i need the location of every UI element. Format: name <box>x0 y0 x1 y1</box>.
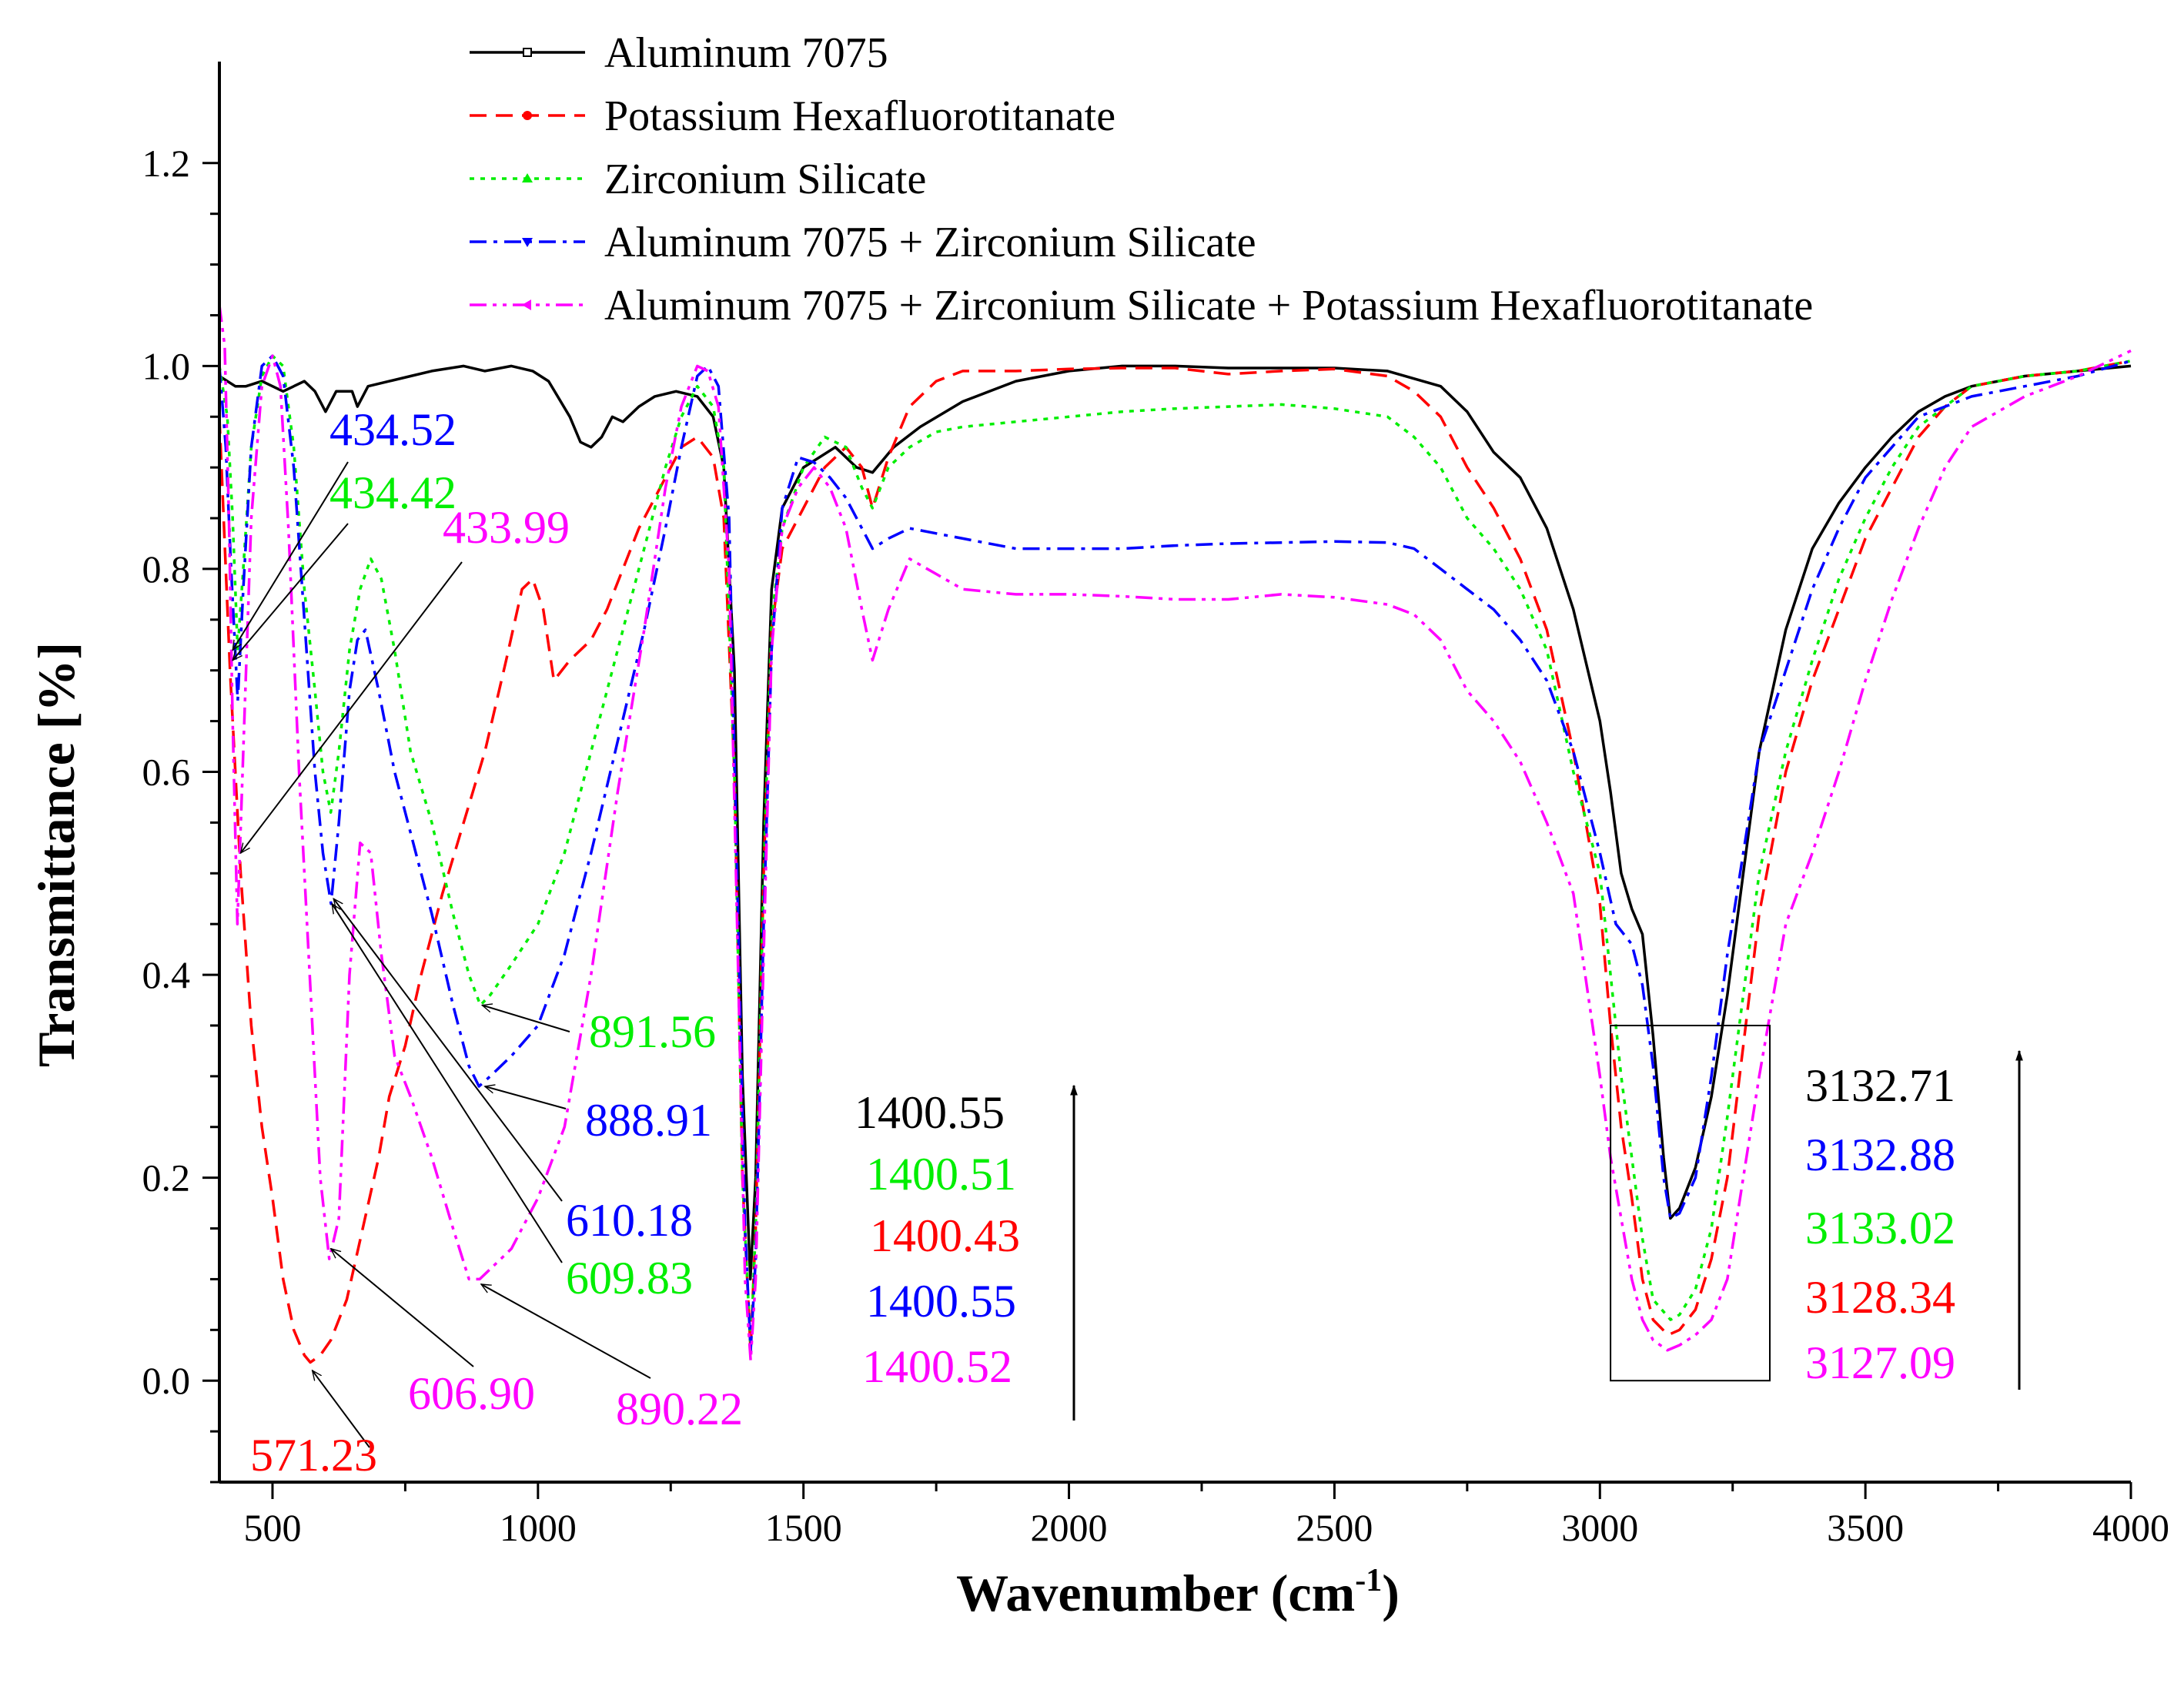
legend-marker <box>522 300 531 310</box>
y-axis-title: Transmittance [%] <box>27 642 85 1067</box>
peak-annotation-label: 571.23 <box>250 1430 377 1481</box>
legend-label: Aluminum 7075 + Zirconium Silicate + Pot… <box>604 282 1813 330</box>
series-group <box>218 305 2132 1364</box>
peak-annotation-label: 606.90 <box>408 1368 535 1419</box>
legend-marker <box>522 238 533 247</box>
axes-group: Wavenumber (cm-1) Transmittance [%] 500 1… <box>27 62 2169 1622</box>
peak-annotation-arrow <box>481 1283 651 1379</box>
peak-group-3130-label: 3132.88 <box>1805 1129 1955 1180</box>
peak-annotation-label: 610.18 <box>566 1195 693 1246</box>
legend-label: Zirconium Silicate <box>604 156 926 203</box>
peak-annotation-arrow <box>241 561 463 853</box>
peak-annotation-arrow <box>232 461 349 650</box>
peak-annotation-arrow <box>331 1249 474 1367</box>
y-tick-label: 0.0 <box>142 1359 191 1402</box>
y-tick-label: 0.2 <box>142 1156 191 1200</box>
legend-marker <box>523 111 532 120</box>
x-axis-title: Wavenumber (cm-1) <box>956 1563 1400 1622</box>
legend-label: Aluminum 7075 + Zirconium Silicate <box>604 219 1256 266</box>
peak-group-1400-label: 1400.55 <box>866 1276 1016 1327</box>
legend-marker <box>522 173 533 182</box>
peak-group-3130-label: 3127.09 <box>1805 1337 1955 1388</box>
series-line-5 <box>218 305 2132 1362</box>
peak-annotation-label: 434.42 <box>329 467 457 518</box>
peak-group-1400-label: 1400.52 <box>862 1341 1012 1392</box>
y-tick-label: 1.0 <box>142 344 191 387</box>
x-tick-label: 3500 <box>1827 1506 1904 1549</box>
legend-label: Aluminum 7075 <box>604 29 888 77</box>
peak-annotation-label: 609.83 <box>566 1253 693 1303</box>
y-tick-label: 1.2 <box>142 142 191 185</box>
peak-zoom-box <box>1610 1024 1771 1382</box>
series-line-1 <box>219 364 2132 1281</box>
x-tick-label: 4000 <box>2092 1506 2169 1549</box>
y-tick-label: 0.6 <box>142 751 191 794</box>
x-tick-label: 1000 <box>500 1506 577 1549</box>
peak-annotation-arrow <box>485 1086 567 1109</box>
x-tick-label: 3000 <box>1561 1506 1638 1549</box>
peak-group-1400-label: 1400.55 <box>855 1087 1005 1138</box>
y-tick-label: 0.8 <box>142 547 191 591</box>
peak-annotation-label: 434.52 <box>329 404 457 455</box>
legend-marker <box>523 48 532 57</box>
peak-annotation-arrow <box>313 1370 370 1448</box>
peak-annotation-label: 888.91 <box>585 1095 712 1146</box>
peak-annotation-arrow <box>232 523 349 661</box>
peak-group-1400-label: 1400.43 <box>870 1210 1020 1261</box>
y-tick-label: 0.4 <box>142 953 191 996</box>
peak-annotation-arrow <box>482 1006 570 1032</box>
x-tick-label: 1500 <box>765 1506 842 1549</box>
legend-label: Potassium Hexafluorotitanate <box>604 92 1115 140</box>
peak-annotation-label: 891.56 <box>589 1006 716 1057</box>
peak-group-3130-label: 3132.71 <box>1805 1060 1955 1111</box>
x-tick-label: 2000 <box>1031 1506 1108 1549</box>
x-tick-label: 500 <box>243 1506 301 1549</box>
peak-annotation-arrow <box>333 899 563 1202</box>
peak-annotation-label: 890.22 <box>616 1384 743 1434</box>
series-line-3 <box>218 354 2132 1352</box>
series-line-4 <box>218 354 2132 1352</box>
peak-group-3130-label: 3128.34 <box>1805 1272 1955 1323</box>
peak-group-3130-label: 3133.02 <box>1805 1203 1955 1253</box>
peak-annotation-arrow <box>332 904 563 1263</box>
legend: Aluminum 7075 Potassium Hexafluorotitanat… <box>470 29 1813 330</box>
x-tick-label: 2500 <box>1296 1506 1373 1549</box>
peak-group-1400-label: 1400.51 <box>866 1149 1016 1200</box>
peak-annotation-label: 433.99 <box>443 502 570 553</box>
